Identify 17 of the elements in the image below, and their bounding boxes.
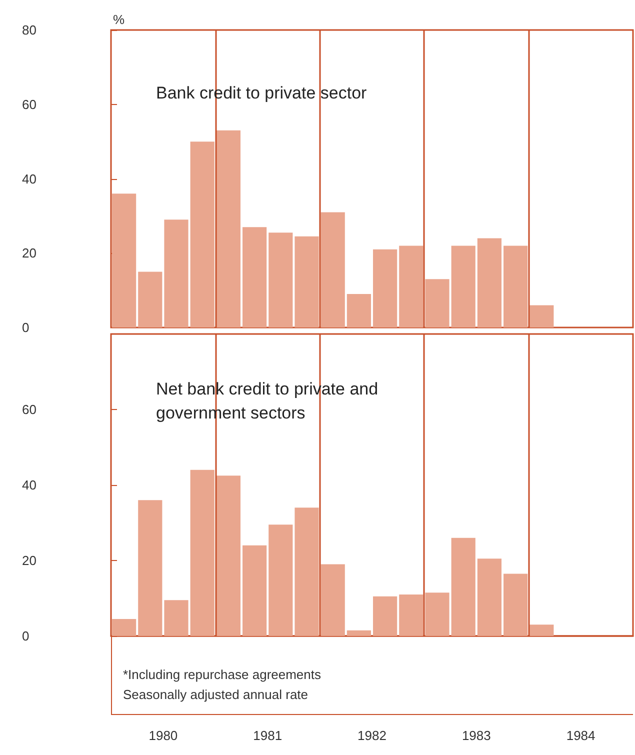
y-tick-label: 0 xyxy=(22,320,30,335)
text: Seasonally adjusted annual rate xyxy=(123,687,308,702)
y-tick-label: 80 xyxy=(22,22,36,38)
y-tick-label: 20 xyxy=(22,246,36,261)
y-tick-label: 60 xyxy=(22,96,36,112)
y-tick-label: 40 xyxy=(22,478,36,492)
y-tick-label: 20 xyxy=(22,553,36,568)
x-tick-label: 1980 xyxy=(148,728,178,743)
y-tick-label: 40 xyxy=(22,171,36,186)
x-tick-label: 1982 xyxy=(358,728,386,743)
x-tick-label: 1984 xyxy=(566,728,596,743)
y-axis-title: % xyxy=(113,12,125,27)
x-tick-label: 1983 xyxy=(462,728,491,743)
y-tick-label: 0 xyxy=(22,628,30,644)
x-tick-label: 1981 xyxy=(253,728,282,743)
text: *Including repurchase agreements xyxy=(123,667,322,682)
y-tick-label: 60 xyxy=(22,402,36,417)
